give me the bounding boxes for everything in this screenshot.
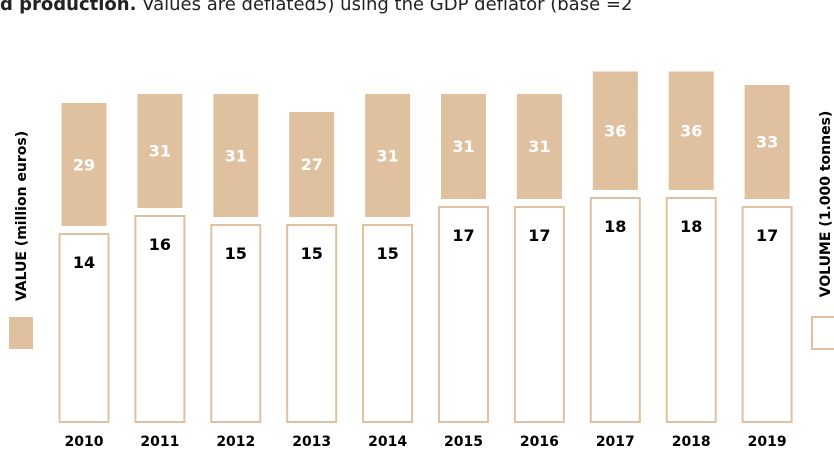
value-bar-2017 (592, 71, 638, 190)
value-bars (61, 71, 790, 226)
volume-label-2016: 17 (528, 226, 550, 245)
header-text: d production. Values are deflated5) usin… (0, 0, 834, 22)
volume-bar-2012 (210, 224, 262, 423)
volume-label-2012: 15 (225, 244, 247, 263)
volume-label-2011: 16 (149, 235, 171, 254)
value-label-2019: 33 (756, 133, 778, 152)
value-bar-2012 (213, 94, 259, 217)
value-bar-2018 (668, 71, 714, 190)
legend-volume-label: VOLUME (1.000 tonnes) (818, 111, 834, 298)
year-label-2013: 2013 (292, 434, 331, 450)
value-bar-2010 (61, 103, 107, 226)
year-label-2016: 2016 (520, 434, 559, 450)
volume-bar-2017 (589, 197, 641, 423)
year-label-2017: 2017 (596, 434, 635, 450)
value-label-2016: 31 (528, 137, 550, 156)
volume-label-2015: 17 (452, 226, 474, 245)
volume-label-2017: 18 (604, 217, 626, 236)
year-label-2014: 2014 (368, 434, 407, 450)
volume-bar-2019 (741, 206, 793, 423)
volume-bar-2010 (58, 233, 110, 423)
volume-label-2014: 15 (376, 244, 398, 263)
volume-label-2013: 15 (301, 244, 323, 263)
value-label-2015: 31 (452, 137, 474, 156)
legend-value-label: VALUE (million euros) (14, 131, 30, 301)
value-label-2010: 29 (73, 156, 95, 175)
header-bold-text: d production. (0, 0, 137, 15)
value-bar-2015 (441, 94, 486, 199)
year-label-2018: 2018 (672, 434, 711, 450)
year-label-2019: 2019 (748, 434, 787, 450)
legend-value-swatch (9, 317, 33, 349)
volume-bar-2016 (513, 206, 565, 423)
value-bar-2014 (365, 94, 411, 217)
value-label-2011: 31 (149, 142, 171, 161)
volume-label-2018: 18 (680, 217, 702, 236)
volume-label-2010: 14 (73, 253, 95, 272)
value-bar-2016 (516, 94, 562, 199)
value-bar-2013 (289, 112, 335, 217)
volume-bar-2013 (286, 224, 338, 423)
value-label-2013: 27 (301, 155, 323, 174)
legend-volume-swatch (811, 316, 834, 350)
volume-label-2019: 17 (756, 226, 778, 245)
value-label-2018: 36 (680, 122, 702, 141)
value-label-2012: 31 (225, 147, 247, 166)
value-label-2014: 31 (376, 147, 398, 166)
header-rest-text: ) using the GDP deflator (base =2 (327, 0, 633, 15)
year-label-2011: 2011 (140, 434, 179, 450)
volume-bar-2011 (134, 215, 186, 423)
header-plain-text: Values are deflated (136, 0, 316, 15)
value-label-2017: 36 (604, 122, 626, 141)
labels: 29 14 2010 31 16 2011 31 15 2012 27 15 2013 31 15 2014… (65, 122, 787, 450)
value-bar-2019 (744, 85, 790, 199)
value-bar-2011 (137, 94, 183, 208)
volume-bar-2018 (665, 197, 717, 423)
header-italic-text: 5 (315, 0, 328, 15)
volume-bar-2015 (438, 206, 489, 423)
legend: VALUE (million euros) VOLUME (1.000 tonne… (9, 111, 834, 350)
year-label-2012: 2012 (216, 434, 255, 450)
year-label-2010: 2010 (65, 434, 104, 450)
volume-bar-2014 (362, 224, 414, 423)
year-label-2015: 2015 (444, 434, 483, 450)
volume-bars (58, 197, 793, 423)
